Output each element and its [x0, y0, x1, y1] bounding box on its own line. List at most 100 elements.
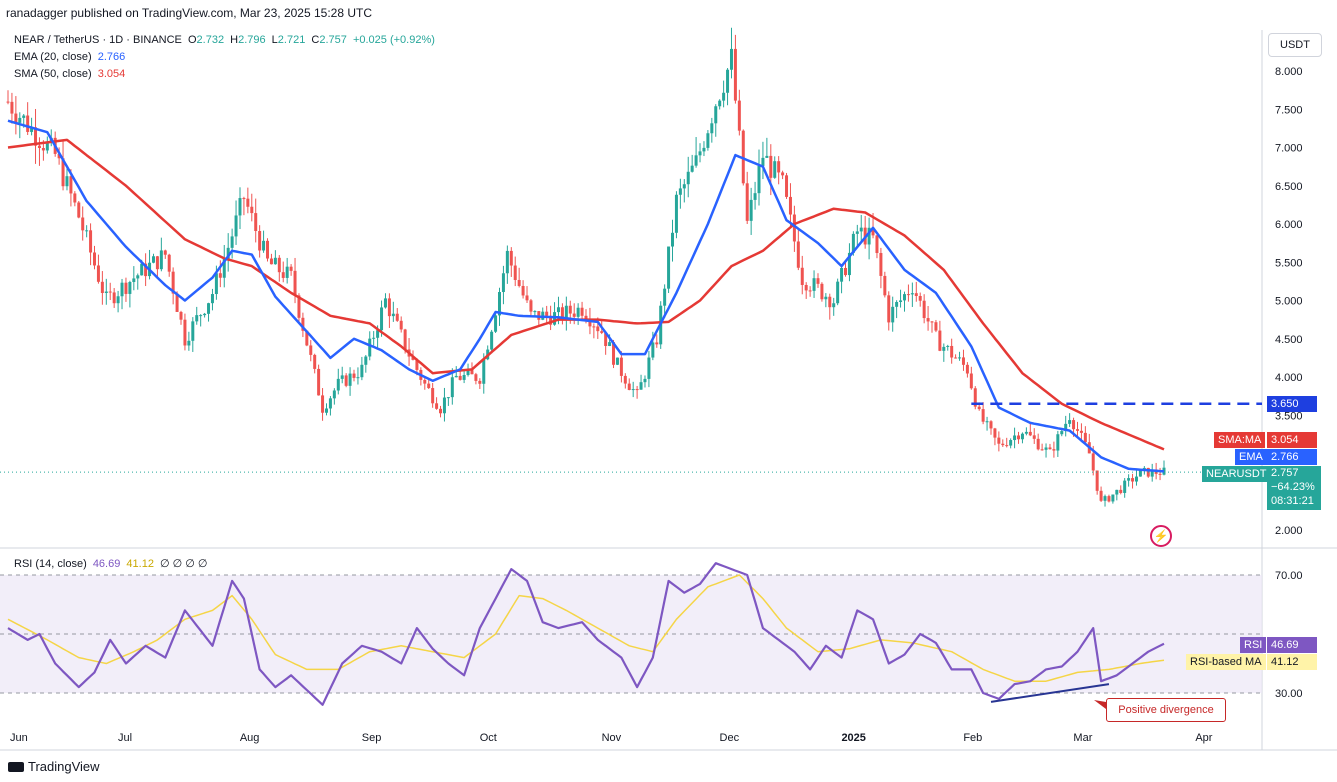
candle-body: [580, 307, 584, 316]
candle-body: [773, 161, 777, 178]
candle-body: [462, 375, 466, 380]
candle-body: [30, 127, 34, 132]
candle-body: [81, 217, 85, 231]
candle-body: [187, 340, 191, 346]
rsi-legend-label: RSI (14, close): [14, 558, 87, 570]
candle-body: [647, 357, 651, 379]
candle-body: [1060, 431, 1064, 435]
candle-body: [549, 315, 553, 325]
candle-body: [332, 390, 336, 399]
candle-body: [77, 202, 81, 218]
candle-body: [494, 315, 498, 332]
candle-body: [592, 326, 596, 328]
lightning-icon[interactable]: ⚡: [1150, 525, 1172, 547]
footer-brand: TradingView: [28, 759, 100, 775]
divergence-annotation: [990, 683, 1110, 709]
candle-body: [344, 375, 348, 386]
candle-body: [116, 296, 120, 304]
candle-body: [938, 330, 942, 351]
candle-body: [749, 199, 753, 221]
candle-body: [1083, 432, 1087, 443]
rsi-ma-tag-name: RSI-based MA: [1186, 654, 1266, 670]
rsi-tag-name: RSI: [1240, 637, 1267, 653]
rsi-tag-value: 46.69: [1267, 637, 1317, 653]
candle-body: [1131, 478, 1135, 482]
candle-body: [844, 267, 848, 276]
candle-body: [840, 267, 844, 282]
candle-body: [899, 300, 903, 302]
candle-body: [140, 263, 144, 276]
rsi-line: [7, 562, 1165, 706]
candle-body: [26, 115, 30, 132]
candle-body: [175, 293, 179, 312]
candle-body: [663, 288, 667, 306]
candle-body: [926, 318, 930, 322]
candle-body: [328, 398, 332, 409]
candle-body: [883, 275, 887, 296]
candle-body: [376, 330, 380, 338]
candle-body: [698, 151, 702, 156]
candle-body: [954, 357, 958, 359]
candle-body: [442, 397, 446, 414]
candle-body: [435, 403, 439, 409]
candle-body: [902, 294, 906, 301]
candle-body: [1040, 449, 1044, 451]
candle-body: [305, 330, 309, 346]
candle-body: [1091, 453, 1095, 471]
candle-body: [1138, 468, 1142, 477]
candle-body: [914, 293, 918, 296]
candle-body: [466, 370, 470, 376]
candle-body: [600, 331, 604, 333]
candle-body: [1134, 476, 1138, 482]
candle-body: [588, 320, 592, 327]
candle-body: [151, 256, 155, 263]
candle-body: [981, 409, 985, 422]
candle-body: [545, 311, 549, 316]
candle-body: [478, 380, 482, 384]
candle-body: [910, 293, 914, 295]
candle-body: [1079, 430, 1083, 433]
candle-body: [804, 284, 808, 291]
candle-body: [533, 311, 537, 313]
candle-body: [1009, 440, 1013, 446]
candle-body: [501, 273, 505, 293]
candle-body: [977, 406, 981, 410]
last-change-pct: −64.23%: [1271, 481, 1315, 493]
candle-body: [836, 281, 840, 304]
candle-body: [950, 345, 954, 358]
high-value: 2.796: [238, 34, 266, 46]
candle-body: [37, 145, 41, 149]
candle-body: [324, 408, 328, 413]
candle-body: [808, 290, 812, 292]
candle-body: [619, 357, 623, 376]
price-tick-label: 3.500: [1275, 410, 1303, 422]
candle-body: [108, 291, 112, 293]
ema-legend-label: EMA (20, close): [14, 51, 92, 63]
candle-body: [61, 158, 65, 187]
candle-body: [643, 378, 647, 383]
currency-button[interactable]: USDT: [1268, 33, 1322, 57]
candle-body: [635, 389, 639, 391]
candle-body: [918, 295, 922, 301]
candle-body: [73, 193, 77, 203]
candle-body: [985, 421, 989, 423]
candle-body: [1150, 469, 1154, 477]
time-tick-label: Mar: [1073, 732, 1092, 744]
candle-body: [745, 183, 749, 221]
candle-body: [615, 357, 619, 365]
candle-body: [458, 375, 462, 380]
candle-body: [6, 101, 10, 103]
candle-body: [226, 247, 230, 259]
candle-body: [340, 375, 344, 379]
candle-body: [706, 133, 710, 148]
candle-body: [1044, 447, 1048, 450]
candle-body: [875, 235, 879, 254]
open-value: 2.732: [196, 34, 225, 46]
low-value: 2.721: [277, 34, 306, 46]
candle-body: [167, 254, 171, 272]
rsi-legend-extra: ∅ ∅ ∅ ∅: [160, 558, 208, 570]
ema-tag-value: 2.766: [1267, 449, 1317, 465]
candle-body: [556, 307, 560, 313]
candle-body: [1075, 429, 1079, 431]
candle-body: [781, 172, 785, 176]
